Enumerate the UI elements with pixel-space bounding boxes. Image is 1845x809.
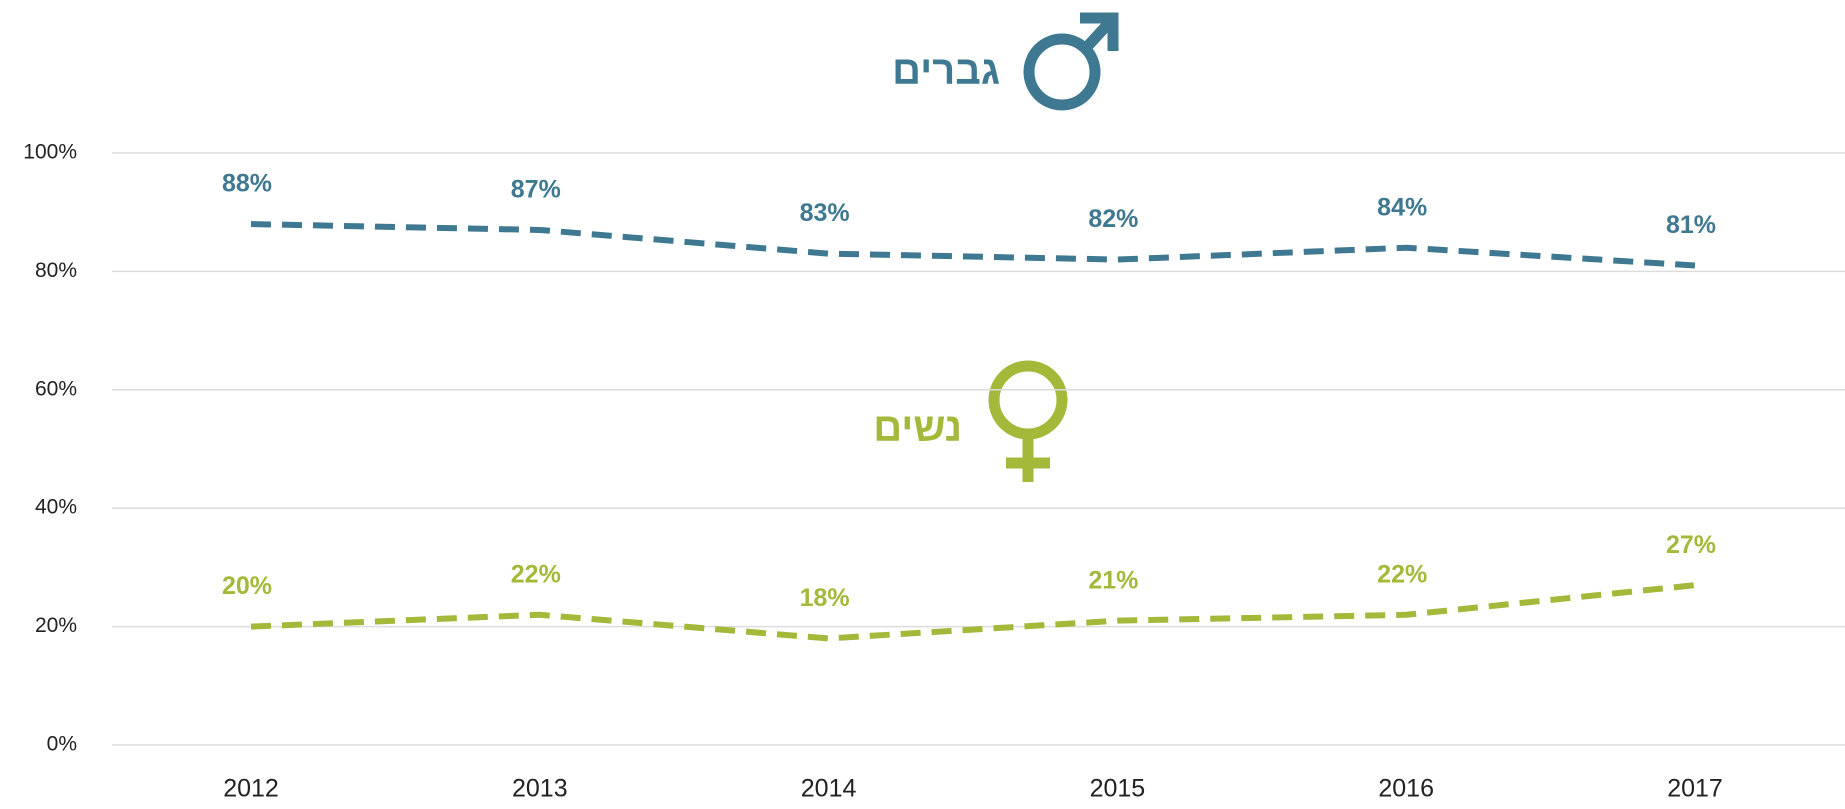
x-tick-label: 2017 <box>1667 775 1723 803</box>
data-label: 21% <box>1088 566 1138 594</box>
legend-label: גברים <box>892 49 1000 93</box>
data-label: 82% <box>1088 205 1138 233</box>
x-tick-label: 2012 <box>223 775 279 803</box>
data-label: 20% <box>222 572 272 600</box>
y-tick-label: 0% <box>47 733 77 756</box>
data-label: 27% <box>1666 531 1716 559</box>
y-tick-label: 100% <box>23 141 77 164</box>
data-label: 22% <box>511 560 561 588</box>
data-label: 18% <box>800 584 850 612</box>
series-line <box>250 582 1696 642</box>
male-icon <box>1023 12 1119 111</box>
x-tick-label: 2016 <box>1378 775 1434 803</box>
y-tick-label: 60% <box>35 377 77 400</box>
y-tick-label: 80% <box>35 259 77 282</box>
female-icon <box>988 360 1068 482</box>
data-label: 81% <box>1666 211 1716 239</box>
x-tick-label: 2015 <box>1090 775 1146 803</box>
x-tick-label: 2013 <box>512 775 568 803</box>
data-label: 22% <box>1377 560 1427 588</box>
x-tick-label: 2014 <box>801 775 857 803</box>
data-label: 87% <box>511 176 561 204</box>
data-label: 84% <box>1377 193 1427 221</box>
y-tick-label: 20% <box>35 614 77 637</box>
data-label: 88% <box>222 170 272 198</box>
legend-label: נשים <box>873 406 962 450</box>
series-line <box>250 221 1696 269</box>
data-label: 83% <box>800 199 850 227</box>
y-tick-label: 40% <box>35 496 77 519</box>
